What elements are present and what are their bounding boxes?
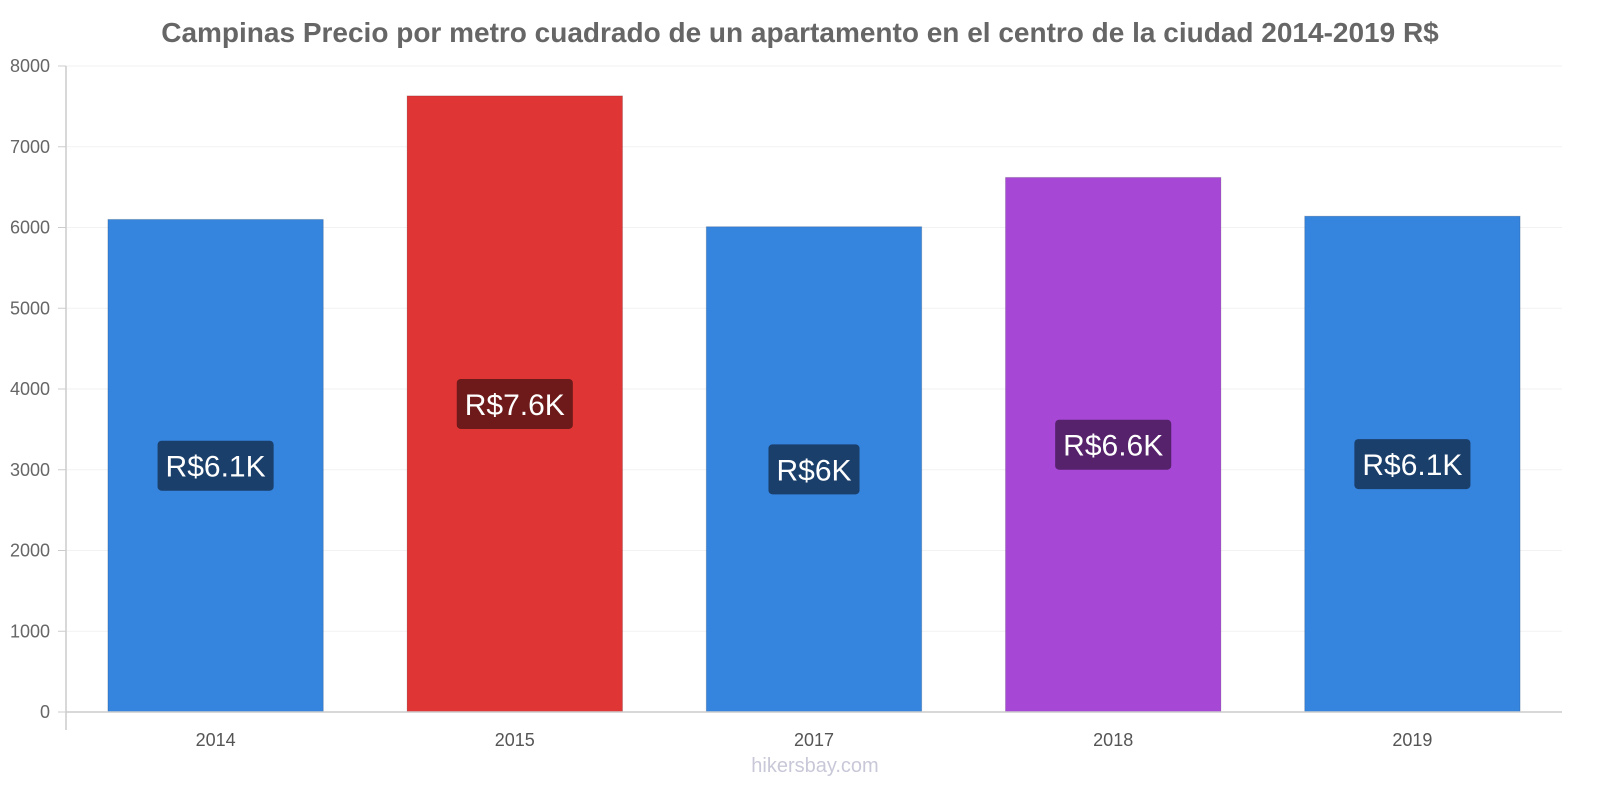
bars bbox=[107, 95, 1521, 713]
data-label-2014: R$6.1K bbox=[166, 451, 266, 484]
y-tick-label: 7000 bbox=[10, 137, 50, 157]
data-label-box bbox=[1055, 419, 1172, 470]
chart-title: Campinas Precio por metro cuadrado de un… bbox=[161, 17, 1439, 48]
x-tick-label: 2018 bbox=[1093, 730, 1133, 750]
data-label-box bbox=[1354, 439, 1471, 490]
y-tick-label: 4000 bbox=[10, 379, 50, 399]
x-axis-ticks: 2014 2015 2017 2018 2019 bbox=[196, 730, 1433, 750]
axes bbox=[65, 66, 1562, 730]
x-tick-label: 2015 bbox=[495, 730, 535, 750]
y-tick-label: 8000 bbox=[10, 56, 50, 76]
data-label-2019: R$6.1K bbox=[1362, 449, 1462, 482]
x-tick-label: 2019 bbox=[1392, 730, 1432, 750]
y-tick-label: 5000 bbox=[10, 298, 50, 318]
watermark-text: hikersbay.com bbox=[751, 755, 878, 777]
y-tick-label: 2000 bbox=[10, 541, 50, 561]
data-label-box bbox=[456, 378, 573, 429]
y-tick-label: 0 bbox=[40, 702, 50, 722]
data-label-box bbox=[768, 444, 860, 495]
data-label-2015: R$7.6K bbox=[465, 389, 565, 422]
data-label-2018: R$6.6K bbox=[1063, 430, 1163, 463]
x-tick-label: 2014 bbox=[196, 730, 236, 750]
data-label-2017: R$6K bbox=[776, 454, 851, 487]
data-label-box bbox=[157, 440, 274, 491]
x-tick-label: 2017 bbox=[794, 730, 834, 750]
y-tick-label: 6000 bbox=[10, 218, 50, 238]
y-axis-ticks: 0 1000 2000 3000 4000 5000 6000 7000 8000 bbox=[10, 56, 66, 722]
data-labels: R$6.1K R$7.6K R$6K R$6.6K R$6.1K bbox=[157, 378, 1471, 495]
y-tick-label: 3000 bbox=[10, 460, 50, 480]
y-tick-label: 1000 bbox=[10, 621, 50, 641]
